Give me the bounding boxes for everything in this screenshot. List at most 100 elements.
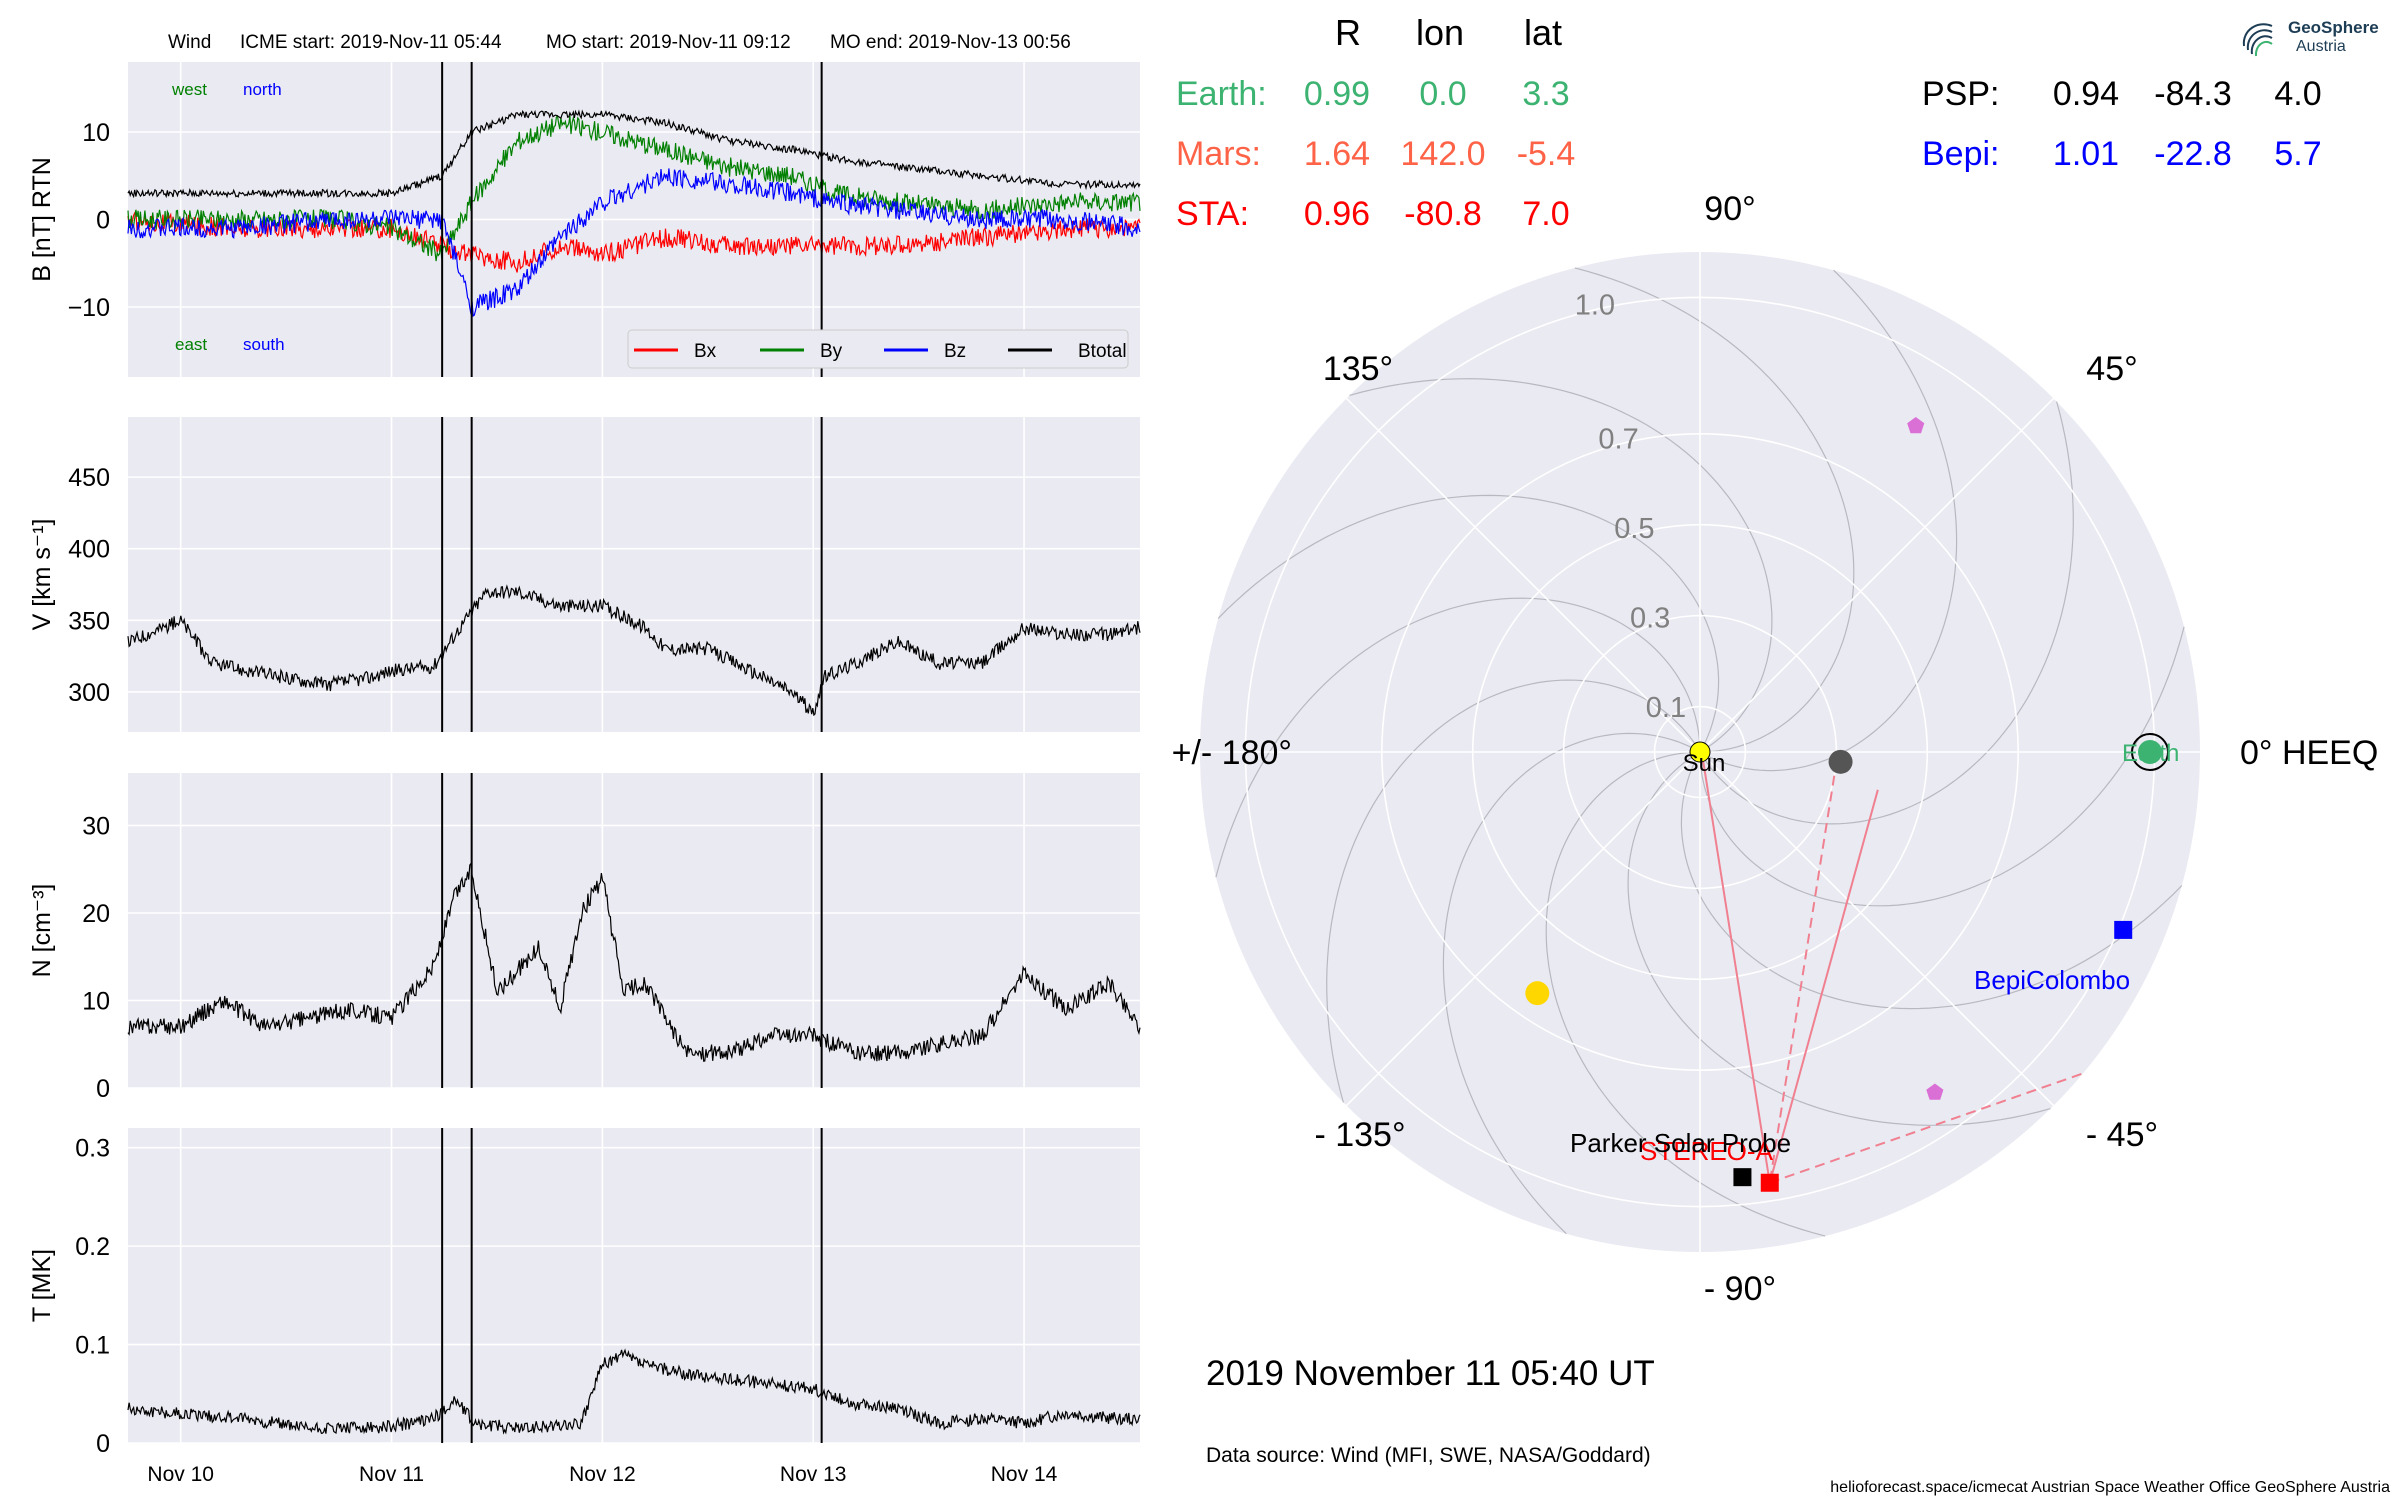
angular-gridline [1345,751,1701,1107]
y-tick-label: 0 [96,207,110,235]
y-axis-label: B [nT] RTN [28,157,56,282]
table-row-r: 1.64 [1304,135,1370,173]
spiral-line [1699,269,1958,772]
header-mo-end: MO end: 2019-Nov-13 00:56 [830,32,1071,53]
angle-label: 45° [2086,350,2137,388]
radial-tick-label: 0.3 [1630,603,1670,635]
table-right-row-r: 0.94 [2053,75,2119,113]
table-right-row-name: Bepi: [1922,135,2000,173]
logo-line1: GeoSphere [2288,18,2379,37]
angle-label: 0° HEEQ [2240,734,2378,772]
earth-ring [2131,733,2169,771]
legend-box [627,329,1129,369]
spiral-line [1574,267,1855,753]
trajectory-line [1768,789,1879,1184]
angle-label: +/- 180° [1172,734,1292,772]
footer-source: Data source: Wind (MFI, SWE, NASA/Goddar… [1206,1444,1651,1467]
pentagon-marker [1926,1083,1944,1100]
geosphere-logo: GeoSphere Austria [2238,16,2388,66]
x-tick-label: Nov 10 [147,1463,214,1486]
table-right-row-r: 1.01 [2053,135,2119,173]
earth-label: Earth [2122,740,2179,767]
trajectory-line [1702,760,1771,1183]
table-row-lat: -5.4 [1517,135,1576,173]
spiral-line [1215,597,1701,878]
bepicolombo-label: BepiColombo [1974,965,2130,995]
radial-tick-label: 0.7 [1598,424,1638,456]
angle-label: - 90° [1704,1270,1776,1308]
spiral-line [1217,494,1720,753]
angle-label: - 135° [1314,1116,1405,1154]
parker-solar-probe-label: Parker Solar Probe [1570,1128,1791,1158]
legend-label-bz: Bz [944,341,966,362]
stereo-a-label: STEREO-A [1640,1136,1774,1166]
angle-label: - 45° [2086,1116,2158,1154]
table-right-row-name: PSP: [1922,75,1999,113]
legend: Bx By Bz Btotal [627,329,1129,369]
panel-magnetic_field: 10 0 −10 B [nT] RTN west north east south Bx By Bz… [28,62,1141,377]
legend-label-by: By [820,341,843,362]
panel-density: 30 20 10 0 N [cm⁻³] [28,773,1141,1103]
spiral-line [1326,679,1701,1103]
earth-marker [2138,740,2162,764]
table-right-row-lat: 4.0 [2274,75,2321,113]
header-icme-start: ICME start: 2019-Nov-11 05:44 [240,32,502,53]
table-header-lon: lon [1416,12,1464,53]
y-tick-label: 10 [82,988,110,1016]
geosphere-swirl-icon [2242,23,2273,57]
polar-plot: 0.1 0.3 0.5 0.7 1.0 0° HEEQ 45° 90° 135° +/- 180°… [1172,190,2379,1308]
x-tick-label: Nov 12 [569,1463,636,1486]
table-row-name: Earth: [1176,75,1267,113]
radial-tick-label: 1.0 [1575,289,1615,321]
x-tick-label: Nov 14 [991,1463,1058,1486]
table-right-row-lon: -22.8 [2154,135,2232,173]
panel-background [128,417,1140,732]
y-axis-label: V [km s⁻¹] [28,519,56,631]
y-tick-label: 300 [68,679,110,707]
parker-spirals [1215,267,2185,1237]
legend-label-bx: Bx [694,341,717,362]
stereo-a-marker [1760,1173,1779,1192]
header-spacecraft: Wind [168,32,211,53]
table-right-row-lon: -84.3 [2154,75,2232,113]
table-right-row-lat: 5.7 [2274,135,2321,173]
spiral-line [1349,378,1773,753]
spiral-line [1545,751,1826,1237]
angular-gridline [1699,397,2055,753]
table-row-name: STA: [1176,195,1249,233]
y-tick-label: 0 [96,1430,110,1458]
series-line-n [127,861,1141,1062]
panel-velocity: 450 400 350 300 V [km s⁻¹] [28,417,1141,732]
spiral-line [1699,626,2185,907]
table-row-lon: 0.0 [1419,75,1466,113]
sun-label: Sun [1683,750,1726,777]
y-tick-label: 0.3 [75,1135,110,1163]
y-tick-label: 400 [68,536,110,564]
table-header-r: R [1335,12,1361,53]
annotation-east: east [175,335,207,354]
x-tick-label: Nov 11 [359,1463,424,1486]
y-tick-label: 0 [96,1075,110,1103]
y-tick-label: 30 [82,813,110,841]
series-line-v [127,584,1141,717]
y-tick-label: 20 [82,900,110,928]
trajectory-line [1769,1072,2084,1184]
spiral-line [1699,401,2074,825]
y-axis-label: T [MK] [28,1249,56,1322]
radial-tick-label: 0.1 [1646,692,1686,724]
table-header-lat: lat [1524,12,1562,53]
annotation-north: north [243,80,282,99]
table-row-lon: -80.8 [1404,195,1482,233]
annotation-south: south [243,335,285,354]
angle-label: 90° [1704,190,1755,228]
spiral-line [1680,751,2183,1010]
series-line-bz [127,168,1141,318]
sun-marker [1689,741,1711,763]
x-tick-label: Nov 13 [780,1463,847,1486]
y-tick-label: 0.1 [75,1332,110,1360]
spiral-line [1442,732,1701,1235]
parker-solar-probe-marker [1733,1168,1752,1187]
pentagon-marker [1907,417,1925,434]
footer-credits: helioforecast.space/icmecat Austrian Spa… [1830,1479,2390,1496]
